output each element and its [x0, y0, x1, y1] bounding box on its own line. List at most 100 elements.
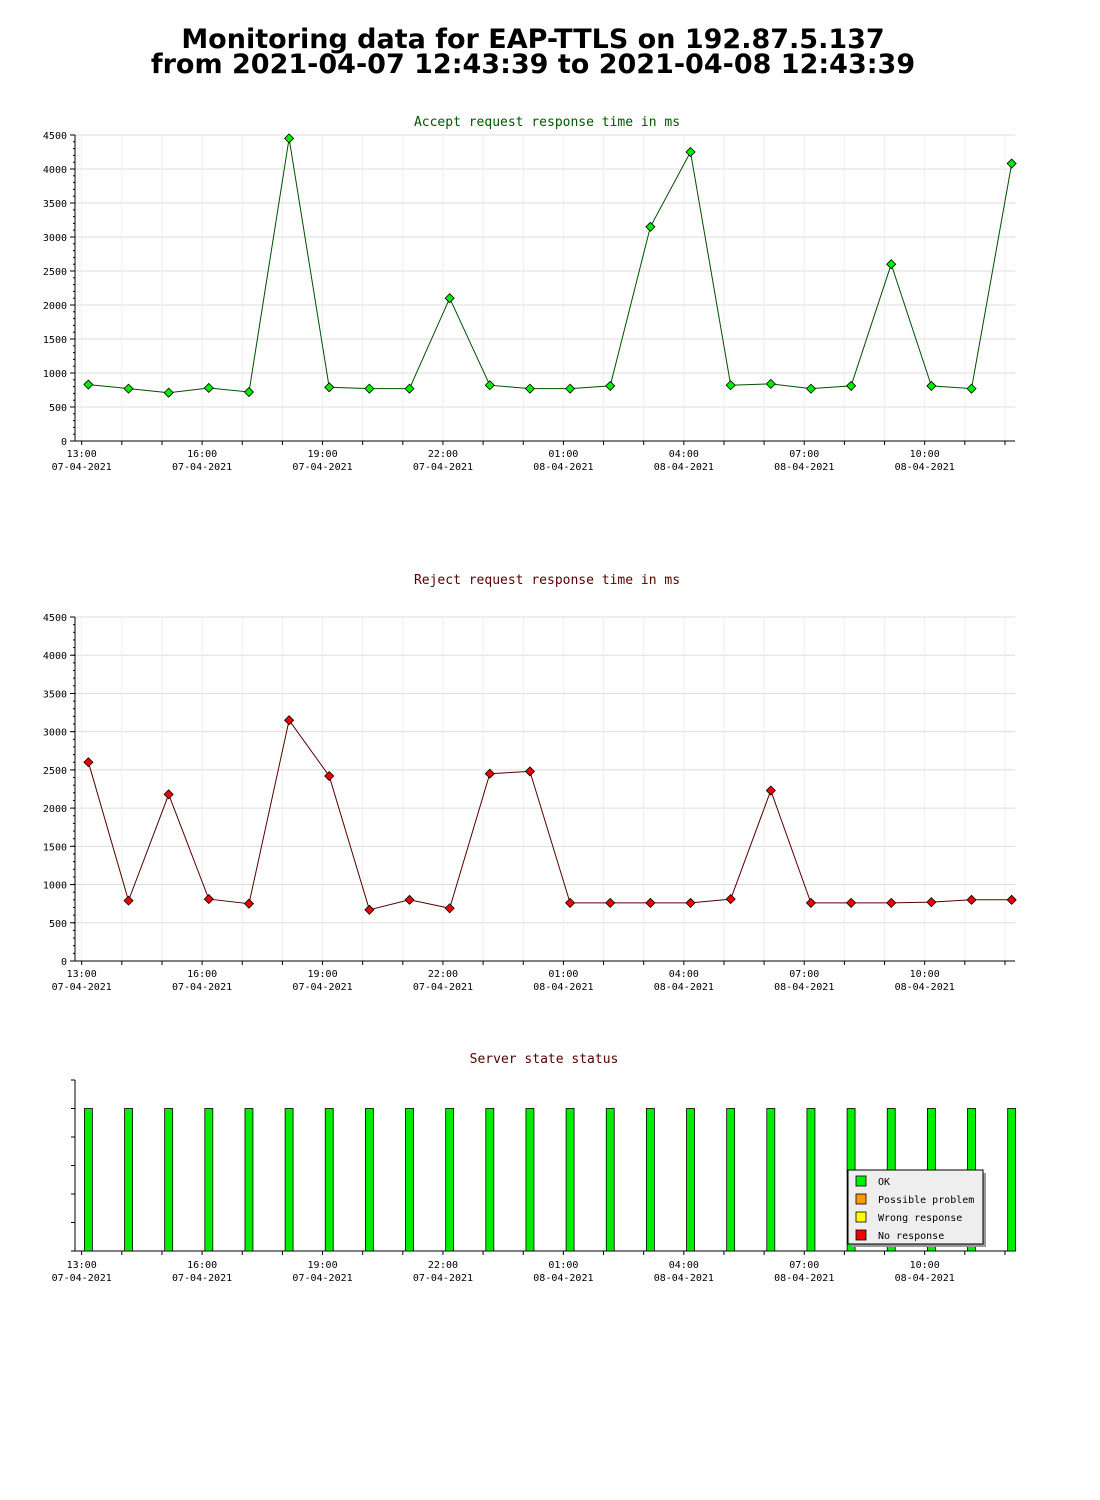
reject-chart-data-point	[444, 903, 455, 914]
reject-chart-data-point	[926, 897, 937, 908]
status-chart-status-bar	[284, 1108, 294, 1252]
status-chart-status-bar	[686, 1108, 695, 1252]
reject-chart-data-point	[524, 766, 536, 777]
reject-chart-series-line	[87, 718, 1012, 911]
status-chart-x-tick-label-time: 22:00	[428, 1260, 458, 1271]
accept-chart-x-tick-label-time: 22:00	[428, 449, 458, 460]
accept-chart-y-tick-label: 2000	[43, 301, 67, 312]
accept-chart-data-point	[364, 383, 375, 394]
accept-chart-data-point	[444, 293, 455, 304]
reject-chart-x-tick-label-time: 10:00	[910, 969, 940, 980]
status-chart-legend-swatch	[855, 1175, 867, 1187]
reject-chart-data-point	[846, 897, 857, 908]
reject-chart-x-tick-label-time: 13:00	[67, 969, 97, 980]
accept-chart-x-tick-label-date: 07-04-2021	[292, 462, 352, 473]
status-chart-x-tick-label-time: 13:00	[67, 1260, 97, 1271]
accept-chart-data-point	[484, 380, 495, 391]
accept-chart-x-tick-label-time: 04:00	[669, 449, 699, 460]
reject-chart-data-point	[886, 897, 897, 908]
status-chart-legend-label: No response	[878, 1231, 944, 1242]
accept-chart-data-point	[203, 382, 214, 394]
reject-chart-data-point	[484, 768, 495, 779]
accept-chart-series-line	[88, 138, 1013, 394]
accept-chart-x-tick-label-time: 13:00	[67, 449, 97, 460]
reject-chart-data-point	[364, 904, 375, 915]
reject-chart-x-tick-label-time: 16:00	[187, 969, 217, 980]
reject-chart-data-point	[685, 897, 696, 908]
reject-chart-y-tick-label: 4500	[43, 613, 67, 624]
accept-chart-y-tick-label: 3500	[43, 199, 67, 210]
status-chart-legend-swatch	[855, 1193, 867, 1205]
reject-chart-data-point	[1006, 894, 1017, 905]
status-chart-status-bar	[565, 1108, 575, 1252]
accept-chart-y-tick-label: 3000	[43, 233, 67, 244]
page-title-line-1: Monitoring data for EAP-TTLS on 192.87.5…	[181, 24, 885, 55]
reject-chart-data-point	[243, 898, 255, 909]
accept-chart-x-tick-label-date: 08-04-2021	[895, 462, 955, 473]
accept-chart-data-point	[83, 379, 94, 390]
status-chart-status-bar	[324, 1108, 334, 1252]
accept-chart-data-point	[123, 383, 134, 394]
accept-chart-data-point	[605, 380, 616, 391]
status-chart-status-bar	[605, 1108, 615, 1252]
accept-chart-data-point	[1006, 158, 1017, 169]
reject-chart-x-tick-label-date: 08-04-2021	[774, 982, 834, 993]
status-chart-legend-swatch	[855, 1229, 867, 1241]
reject-chart-x-tick-label-date: 07-04-2021	[172, 982, 232, 993]
reject-chart-data-point	[645, 897, 656, 908]
status-chart-status-bar	[806, 1108, 816, 1252]
reject-chart-x-tick-label-time: 01:00	[548, 969, 578, 980]
status-chart-x-tick-label-time: 04:00	[669, 1260, 699, 1271]
accept-chart-x-tick-label-date: 07-04-2021	[52, 462, 112, 473]
status-chart-legend-label: Wrong response	[878, 1213, 962, 1224]
reject-chart-data-point	[123, 895, 134, 906]
reject-chart-x-tick-label-date: 08-04-2021	[895, 982, 955, 993]
reject-chart-x-tick-label-date: 07-04-2021	[292, 982, 352, 993]
accept-chart-x-tick-label-date: 08-04-2021	[774, 462, 834, 473]
reject-chart-data-point	[725, 894, 736, 905]
status-chart-status-bar	[525, 1108, 535, 1252]
reject-chart-data-point	[605, 897, 616, 908]
accept-chart-y-tick-label: 4500	[43, 131, 67, 142]
status-chart-x-tick-label-time: 19:00	[307, 1260, 337, 1271]
status-chart-x-tick-label-time: 07:00	[789, 1260, 819, 1271]
status-chart-status-bar	[766, 1108, 776, 1252]
status-chart-status-bar	[726, 1108, 736, 1252]
status-chart-status-bar	[485, 1108, 495, 1252]
accept-chart-data-point	[243, 386, 255, 398]
reject-chart-x-tick-label-time: 19:00	[307, 969, 337, 980]
reject-chart-data-point	[284, 715, 295, 726]
status-chart-legend-box	[847, 1169, 984, 1245]
reject-chart-x-tick-label-time: 04:00	[669, 969, 699, 980]
status-chart-x-tick-label-date: 07-04-2021	[292, 1273, 352, 1284]
accept-chart-y-tick-label: 2500	[43, 267, 67, 278]
status-chart-x-tick-label-date: 08-04-2021	[533, 1273, 593, 1284]
reject-chart-y-tick-label: 2500	[43, 766, 67, 777]
reject-chart-y-tick-label: 500	[49, 919, 67, 930]
accept-chart-x-tick-label-time: 07:00	[789, 449, 819, 460]
status-chart-legend-label: Possible problem	[878, 1195, 974, 1206]
reject-chart-y-tick-label: 0	[61, 957, 67, 968]
reject-chart-y-tick-label: 3000	[43, 728, 67, 739]
reject-chart-data-point	[324, 770, 335, 782]
status-chart-status-bar	[645, 1108, 655, 1252]
accept-chart-data-point	[645, 221, 656, 232]
accept-chart-y-tick-label: 0	[61, 437, 67, 448]
reject-chart-y-tick-label: 1000	[43, 881, 67, 892]
status-chart-status-bar	[1007, 1108, 1017, 1252]
accept-chart-title: Accept request response time in ms	[414, 115, 680, 130]
status-chart-x-tick-label-time: 16:00	[187, 1260, 217, 1271]
reject-chart-title: Reject request response time in ms	[414, 573, 680, 588]
accept-chart-x-tick-label-date: 08-04-2021	[533, 462, 593, 473]
accept-chart-data-point	[324, 382, 335, 393]
reject-chart-y-tick-label: 3500	[43, 689, 67, 700]
accept-chart-x-tick-label-date: 07-04-2021	[413, 462, 473, 473]
accept-chart-data-point	[966, 383, 977, 394]
accept-chart-data-point	[846, 380, 857, 391]
status-chart-x-tick-label-date: 07-04-2021	[413, 1273, 473, 1284]
accept-chart-data-point	[725, 380, 736, 391]
reject-chart-x-tick-label-date: 08-04-2021	[533, 982, 593, 993]
reject-chart-x-tick-label-time: 07:00	[789, 969, 819, 980]
accept-chart-data-point	[805, 383, 817, 394]
